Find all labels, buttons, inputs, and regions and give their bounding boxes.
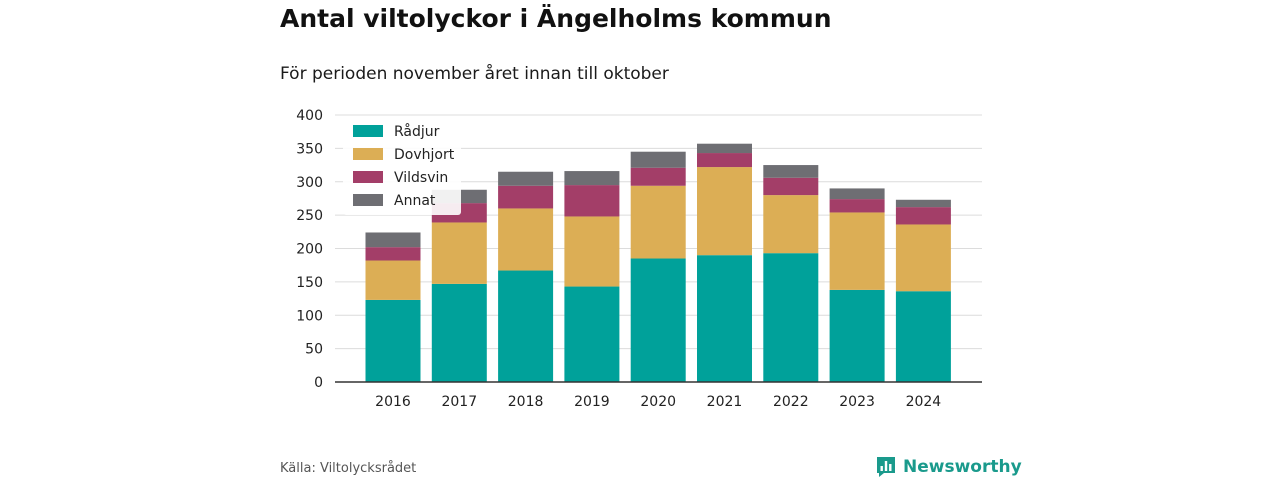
bar-dovhjort-2020 bbox=[630, 185, 686, 259]
x-tick-label: 2023 bbox=[839, 394, 875, 410]
bar-annat-2020 bbox=[630, 151, 686, 168]
bar-annat-2016 bbox=[365, 232, 421, 248]
legend-label-annat: Annat bbox=[394, 193, 436, 209]
legend-label-vildsvin: Vildsvin bbox=[394, 170, 448, 186]
y-tick-label: 0 bbox=[314, 375, 323, 391]
bar-dovhjort-2016 bbox=[365, 260, 421, 300]
y-tick-label: 300 bbox=[296, 175, 323, 191]
bar-annat-2018 bbox=[498, 171, 554, 186]
bar-rådjur-2024 bbox=[895, 291, 951, 382]
y-tick-label: 50 bbox=[305, 342, 323, 358]
legend-box bbox=[343, 118, 461, 215]
y-tick-label: 100 bbox=[296, 308, 323, 324]
legend-swatch-rådjur bbox=[353, 125, 383, 137]
chart-subtitle: För perioden november året innan till ok… bbox=[280, 64, 669, 84]
bar-vildsvin-2016 bbox=[365, 247, 421, 261]
bar-annat-2024 bbox=[895, 199, 951, 208]
legend-swatch-dovhjort bbox=[353, 148, 383, 160]
bar-dovhjort-2018 bbox=[498, 208, 554, 271]
x-tick-label: 2022 bbox=[773, 394, 809, 410]
x-tick-label: 2019 bbox=[574, 394, 610, 410]
x-tick-label: 2024 bbox=[906, 394, 942, 410]
y-tick-label: 150 bbox=[296, 275, 323, 291]
bar-vildsvin-2018 bbox=[498, 185, 554, 209]
legend-label-rådjur: Rådjur bbox=[394, 123, 440, 140]
bar-vildsvin-2023 bbox=[829, 199, 885, 213]
legend-label-dovhjort: Dovhjort bbox=[394, 147, 455, 163]
bar-annat-2023 bbox=[829, 188, 885, 200]
brand-name: Newsworthy bbox=[903, 457, 1022, 477]
y-tick-label: 250 bbox=[296, 208, 323, 224]
x-tick-label: 2021 bbox=[707, 394, 743, 410]
bar-dovhjort-2022 bbox=[763, 195, 819, 254]
x-tick-label: 2020 bbox=[640, 394, 676, 410]
bar-annat-2019 bbox=[564, 171, 620, 186]
bar-vildsvin-2020 bbox=[630, 167, 686, 186]
newsworthy-logo-icon bbox=[877, 457, 895, 477]
bar-vildsvin-2021 bbox=[697, 153, 752, 168]
bar-annat-2022 bbox=[763, 165, 819, 178]
x-tick-label: 2016 bbox=[375, 394, 411, 410]
x-tick-label: 2018 bbox=[508, 394, 544, 410]
bar-rådjur-2018 bbox=[498, 270, 554, 382]
x-tick-label: 2017 bbox=[441, 394, 477, 410]
bar-dovhjort-2024 bbox=[895, 224, 951, 292]
bar-rådjur-2021 bbox=[697, 255, 752, 382]
y-tick-label: 350 bbox=[296, 141, 323, 157]
y-tick-label: 400 bbox=[296, 108, 323, 124]
bar-vildsvin-2019 bbox=[564, 185, 620, 217]
chart-title: Antal viltolyckor i Ängelholms kommun bbox=[280, 4, 832, 33]
bar-dovhjort-2021 bbox=[697, 167, 752, 256]
bar-rådjur-2019 bbox=[564, 286, 620, 382]
brand-logo[interactable]: Newsworthy bbox=[875, 455, 1022, 479]
legend-swatch-vildsvin bbox=[353, 171, 383, 183]
y-tick-label: 200 bbox=[296, 242, 323, 258]
bar-rådjur-2016 bbox=[365, 299, 421, 382]
bar-dovhjort-2017 bbox=[431, 222, 487, 284]
bar-rådjur-2023 bbox=[829, 289, 885, 382]
bar-vildsvin-2022 bbox=[763, 177, 819, 196]
source-note: Källa: Viltolycksrådet bbox=[280, 461, 417, 476]
bar-dovhjort-2019 bbox=[564, 216, 620, 287]
legend-swatch-annat bbox=[353, 194, 383, 206]
bar-rådjur-2020 bbox=[630, 258, 686, 382]
bar-annat-2021 bbox=[697, 143, 752, 154]
bar-rådjur-2017 bbox=[431, 283, 487, 382]
bar-dovhjort-2023 bbox=[829, 212, 885, 290]
bar-rådjur-2022 bbox=[763, 253, 819, 382]
bar-vildsvin-2024 bbox=[895, 207, 951, 225]
